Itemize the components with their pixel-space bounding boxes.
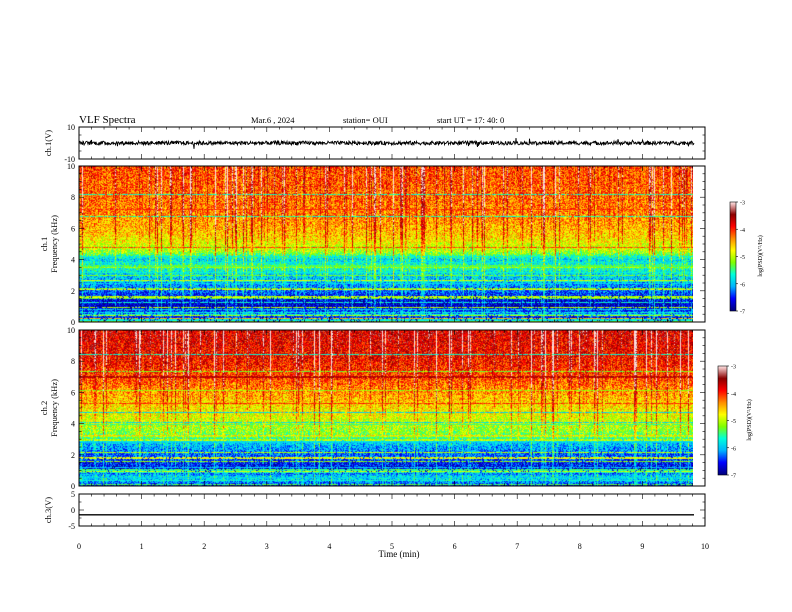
- ch3-waveform-panel: [79, 494, 705, 526]
- y-tick-label: 10: [67, 123, 75, 132]
- station-label: station= OUI: [343, 115, 388, 125]
- y-tick-label: 2: [71, 287, 75, 296]
- colorbar-ticks: -3 -4 -5 -6 -7 -3 -4 -5 -6 -7: [727, 201, 745, 480]
- ch1-colorbar-label: log(PSD)(V²/Hz): [757, 235, 764, 276]
- y-tick-label: 5: [71, 490, 75, 499]
- y-tick-label: 0: [71, 482, 75, 491]
- colorbar-tick-label: -7: [731, 474, 736, 480]
- ch1-waveform-trace: [78, 138, 695, 149]
- ch1-colorbar: [729, 201, 737, 312]
- colorbar-tick-label: -3: [740, 201, 745, 207]
- ch3-waveform-ylabel: ch.3(V): [43, 497, 53, 523]
- ch2-spectrogram-image: [79, 330, 693, 486]
- ch2-colorbar-label: log(PSD)(V²/Hz): [746, 399, 753, 440]
- colorbar-tick-label: -7: [740, 310, 745, 316]
- chart-title: VLF Spectra: [79, 114, 136, 126]
- x-axis-label: Time (min): [379, 549, 420, 559]
- x-tick-label: 8: [578, 542, 582, 551]
- colorbar-tick-label: -3: [731, 365, 736, 371]
- x-tick-label: 10: [701, 542, 709, 551]
- date-label: Mar.6 , 2024: [251, 115, 295, 125]
- x-tick-label: 4: [327, 542, 331, 551]
- x-tick-label: 2: [202, 542, 206, 551]
- colorbar-tick-label: -5: [731, 419, 736, 425]
- y-tick-label: 6: [71, 224, 75, 233]
- x-tick-label: 9: [640, 542, 644, 551]
- x-tick-label: 1: [140, 542, 144, 551]
- colorbar-tick-label: -6: [740, 282, 745, 288]
- colorbar-tick-label: -6: [731, 446, 736, 452]
- y-tick-label: -5: [68, 522, 75, 531]
- ch2-spectrogram-ylabel: Frequency (kHz): [49, 379, 59, 437]
- ch1-spectrogram-ylabel: Frequency (kHz): [49, 215, 59, 273]
- x-tick-label: 3: [265, 542, 269, 551]
- y-tick-label: 10: [67, 326, 75, 335]
- y-tick-label: 4: [71, 420, 75, 429]
- y-tick-label: 10: [67, 162, 75, 171]
- start-time-label: start UT = 17: 40: 0: [437, 115, 504, 125]
- y-tick-label: 8: [71, 193, 75, 202]
- x-tick-label: 0: [77, 542, 81, 551]
- y-tick-label: 8: [71, 357, 75, 366]
- ch1-spectrogram-channel-label: ch.1: [39, 237, 49, 251]
- y-tick-label: 2: [71, 451, 75, 460]
- y-tick-label: 4: [71, 256, 75, 265]
- colorbar-tick-label: -4: [740, 228, 745, 234]
- y-tick-label: -10: [64, 155, 75, 164]
- y-tick-label: 6: [71, 388, 75, 397]
- ch1-waveform-ylabel: ch.1(V): [43, 130, 53, 156]
- y-tick-label: 0: [71, 506, 75, 515]
- y-tick-label: 0: [71, 318, 75, 327]
- ch2-colorbar: [717, 365, 728, 476]
- x-tick-label: 7: [515, 542, 519, 551]
- colorbar-tick-label: -4: [731, 392, 736, 398]
- ch1-spectrogram-image: [79, 166, 693, 322]
- ch2-spectrogram-channel-label: ch.2: [39, 401, 49, 415]
- x-tick-label: 6: [453, 542, 457, 551]
- colorbar-tick-label: -5: [740, 255, 745, 261]
- x-tick-label: 5: [390, 542, 394, 551]
